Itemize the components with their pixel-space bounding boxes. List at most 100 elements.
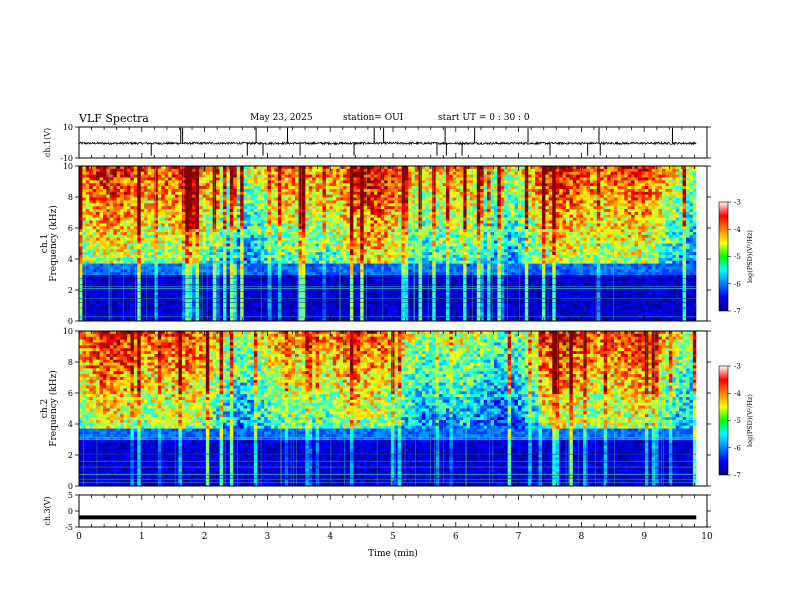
spectrogram-cell [202, 249, 206, 252]
spectrogram-cell [175, 272, 179, 275]
spectrogram-cell [86, 192, 90, 195]
spectrogram-cell [93, 289, 97, 292]
spectrogram-cell [158, 203, 162, 206]
spectrogram-cell [144, 172, 148, 175]
spectrogram-cell [347, 189, 351, 192]
spectrogram-cell [168, 172, 172, 175]
spectrogram-cell [316, 275, 320, 278]
spectrogram-cell [278, 244, 282, 247]
spectrogram-cell [110, 310, 114, 313]
spectrogram-cell [168, 232, 172, 235]
spectrogram-cell [274, 195, 278, 198]
spectrogram-cell [137, 261, 141, 264]
spectrogram-cell [130, 252, 134, 255]
spectrogram-cell [250, 310, 254, 313]
spectrogram-cell [161, 295, 165, 298]
spectrogram-cell [319, 221, 323, 224]
spectrogram-cell [343, 218, 347, 221]
spectrogram-cell [292, 232, 296, 235]
spectrogram-cell [360, 195, 364, 198]
spectrogram-cell [178, 212, 182, 215]
spectrogram-cell [347, 292, 351, 295]
spectrogram-cell [230, 238, 234, 241]
spectrogram-cell [353, 238, 357, 241]
spectrogram-cell [268, 304, 272, 307]
spectrogram-cell [316, 304, 320, 307]
spectrogram-cell [233, 238, 237, 241]
spectrogram-cell [254, 295, 258, 298]
spectrogram-cell [237, 209, 241, 212]
spectrogram-cell [168, 295, 172, 298]
spectrogram-cell [353, 264, 357, 267]
spectrogram-cell [302, 212, 306, 215]
spectrogram-cell [326, 244, 330, 247]
spectrogram-cell [172, 177, 176, 180]
spectrogram-cell [192, 241, 196, 244]
spectrogram-cell [288, 223, 292, 226]
spectrogram-cell [86, 310, 90, 313]
spectrogram-cell [374, 295, 378, 298]
spectrogram-cell [130, 281, 134, 284]
spectrogram-cell [137, 192, 141, 195]
spectrogram-cell [93, 218, 97, 221]
spectrogram-cell [206, 255, 210, 258]
spectrogram-cell [196, 232, 200, 235]
spectrogram-cell [302, 223, 306, 226]
spectrogram-cell [223, 241, 227, 244]
spectrogram-cell [93, 238, 97, 241]
spectrogram-cell [106, 226, 110, 229]
spectrogram-cell [113, 264, 117, 267]
spectrogram-cell [329, 206, 333, 209]
spectrogram-cell [79, 266, 83, 269]
spectrogram-cell [209, 229, 213, 232]
spectrogram-cell [141, 177, 145, 180]
spectrogram-cell [302, 203, 306, 206]
spectrogram-cell [350, 292, 354, 295]
spectrogram-cell [305, 177, 309, 180]
spectrogram-cell [220, 249, 224, 252]
spectrogram-cell [316, 241, 320, 244]
spectrogram-cell [302, 249, 306, 252]
spectrogram-cell [178, 226, 182, 229]
spectrogram-cell [172, 241, 176, 244]
spectrogram-cell [367, 209, 371, 212]
spectrogram-cell [316, 232, 320, 235]
spectrogram-cell [79, 221, 83, 224]
spectrogram-cell [384, 206, 388, 209]
spectrogram-cell [371, 206, 375, 209]
spectrogram-cell [226, 269, 230, 272]
spectrogram-cell [134, 206, 138, 209]
spectrogram-cell [302, 235, 306, 238]
spectrogram-cell [360, 209, 364, 212]
spectrogram-cell [377, 180, 381, 183]
spectrogram-cell [103, 255, 107, 258]
spectrogram-cell [374, 269, 378, 272]
spectrogram-cell [285, 226, 289, 229]
spectrogram-cell [305, 246, 309, 249]
spectrogram-cell [353, 241, 357, 244]
spectrogram-cell [151, 249, 155, 252]
spectrogram-cell [292, 198, 296, 201]
spectrogram-cell [292, 172, 296, 175]
spectrogram-cell [244, 258, 248, 261]
spectrogram-cell [326, 206, 330, 209]
spectrogram-cell [106, 258, 110, 261]
spectrogram-cell [353, 310, 357, 313]
spectrogram-cell [333, 229, 337, 232]
spectrogram-cell [206, 261, 210, 264]
spectrogram-cell [93, 169, 97, 172]
spectrogram-cell [148, 244, 152, 247]
spectrogram-cell [230, 232, 234, 235]
spectrogram-cell [309, 177, 313, 180]
spectrogram-cell [281, 295, 285, 298]
spectrogram-cell [151, 212, 155, 215]
spectrogram-cell [141, 223, 145, 226]
spectrogram-cell [384, 312, 388, 315]
spectrogram-cell [151, 218, 155, 221]
spectrogram-cell [264, 206, 268, 209]
spectrogram-cell [124, 238, 128, 241]
spectrogram-cell [384, 310, 388, 313]
spectrogram-cell [168, 235, 172, 238]
spectrogram-cell [103, 198, 107, 201]
spectrogram-cell [165, 189, 169, 192]
